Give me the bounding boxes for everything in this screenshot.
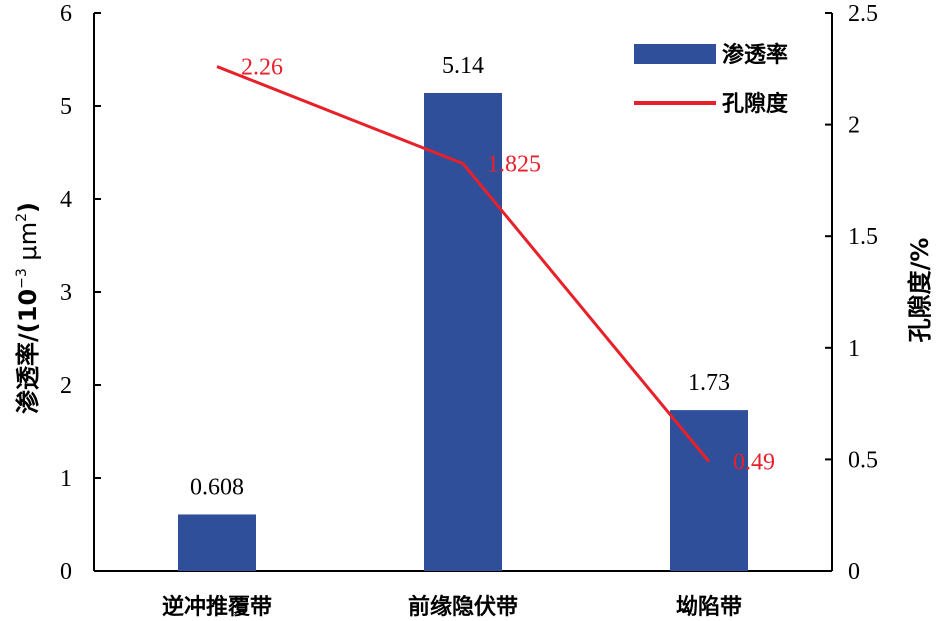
- category-label: 逆冲推覆带: [162, 594, 272, 620]
- left-tick-label: 5: [60, 94, 72, 120]
- bar-value-label: 5.14: [442, 53, 484, 79]
- bar: [424, 92, 502, 571]
- bar: [670, 410, 748, 571]
- category-label: 坳陷带: [676, 595, 742, 620]
- right-tick-label: 1.5: [848, 224, 878, 250]
- right-tick-label: 0.5: [848, 447, 878, 473]
- legend: 渗透率 孔隙度: [634, 42, 789, 117]
- porosity-line: 2.26 1.825 0.49: [216, 55, 775, 476]
- right-axis-ticks: 0 0.5 1 1.5 2 2.5: [825, 1, 878, 585]
- category-labels: 逆冲推覆带 前缘隐伏带 坳陷带: [162, 594, 742, 620]
- left-tick-label: 1: [60, 466, 72, 492]
- right-tick-label: 0: [848, 559, 860, 585]
- left-tick-label: 4: [60, 187, 72, 213]
- legend-label-permeability: 渗透率: [722, 42, 788, 68]
- left-tick-label: 0: [60, 559, 72, 585]
- porosity-value-label: 2.26: [241, 55, 283, 81]
- right-tick-label: 2.5: [848, 1, 878, 27]
- bar: [178, 514, 256, 571]
- y-left-title-sup2: 2: [14, 213, 30, 222]
- left-tick-label: 3: [60, 280, 72, 306]
- left-tick-label: 6: [60, 1, 72, 27]
- porosity-value-label: 1.825: [487, 152, 541, 178]
- bars: 0.608 5.14 1.73: [178, 53, 748, 571]
- right-tick-label: 1: [848, 336, 860, 362]
- y-left-title-prefix: 渗透率/(10: [14, 289, 42, 414]
- y-left-title-mid: μm: [14, 222, 42, 268]
- legend-label-porosity: 孔隙度: [722, 91, 789, 117]
- y-axis-right-title: 孔隙度/%: [906, 238, 934, 343]
- bar-value-label: 1.73: [688, 370, 730, 396]
- y-left-title-sup1: −3: [14, 268, 30, 289]
- bar-value-label: 0.608: [190, 474, 244, 500]
- porosity-value-label: 0.49: [733, 450, 775, 476]
- y-left-title-suffix: ): [14, 202, 42, 213]
- legend-swatch-permeability: [634, 44, 716, 64]
- category-label: 前缘隐伏带: [408, 594, 518, 620]
- left-tick-label: 2: [60, 373, 72, 399]
- y-axis-left-title: 渗透率/(10−3 μm2): [14, 202, 42, 414]
- left-axis-ticks: 0 1 2 3 4 5 6: [60, 1, 101, 585]
- right-tick-label: 2: [848, 113, 860, 139]
